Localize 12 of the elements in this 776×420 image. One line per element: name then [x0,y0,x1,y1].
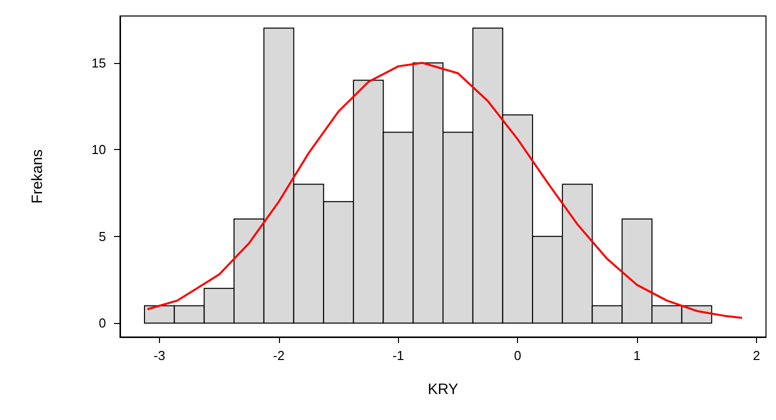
x-tick-label: -2 [273,348,285,363]
x-tick-label: 2 [752,348,760,363]
y-tick-label: 0 [98,316,106,331]
y-tick-label: 5 [98,228,106,244]
x-tick-label: -3 [154,348,166,363]
y-tick-label: 10 [92,142,106,158]
x-tick-label: 1 [633,348,641,363]
x-tick-label: 0 [514,348,522,363]
y-axis-title: Frekans [29,149,46,204]
x-tick-label: -1 [392,348,404,363]
y-tick-label: 15 [92,55,106,70]
x-axis-title: KRY [428,381,458,398]
